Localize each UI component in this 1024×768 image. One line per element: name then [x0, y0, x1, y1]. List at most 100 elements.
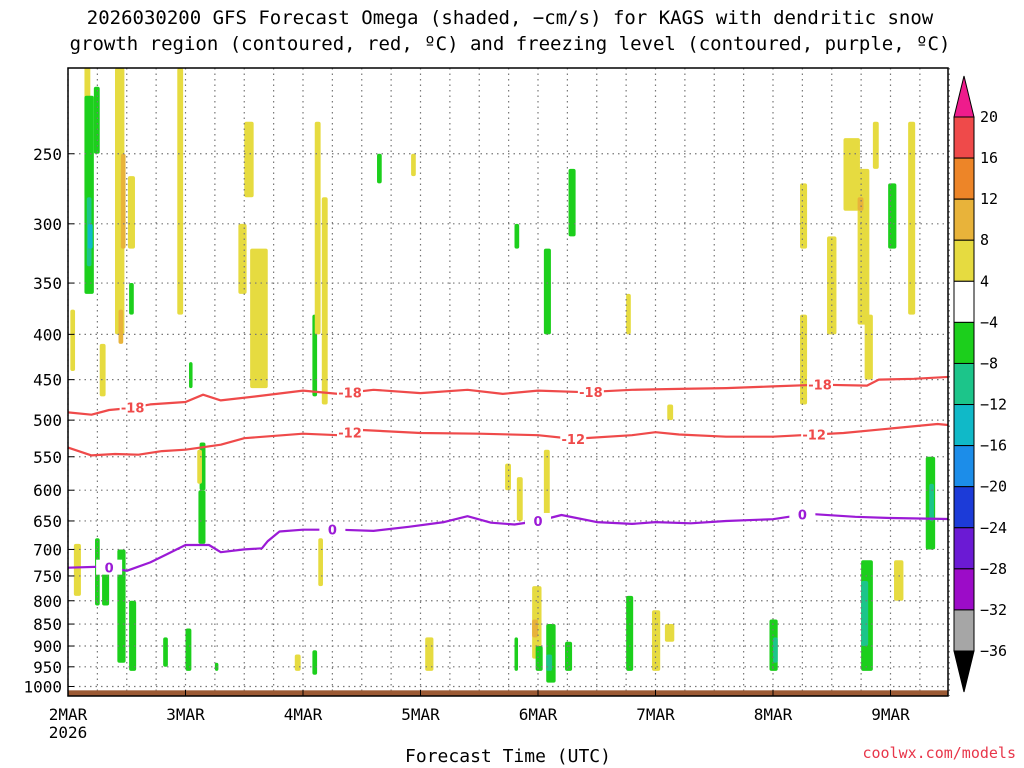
dgz-top-minus18-label-bg-3: [807, 376, 833, 392]
omega-cell-24: [238, 223, 247, 294]
freezing-level-0-label-1: 0: [328, 524, 337, 539]
colorbar-swatch-6: [953, 321, 975, 364]
omega-cell-62: [857, 197, 864, 211]
omega-cell-64: [872, 121, 879, 169]
credit-text: coolwx.com/models: [862, 744, 1016, 762]
y-tick-label-450: 450: [33, 371, 62, 390]
y-tick-label-500: 500: [33, 411, 62, 430]
omega-cell-20: [189, 362, 193, 389]
dgz-top-minus18-label-2: -18: [579, 386, 603, 401]
colorbar-label-0: 20: [980, 108, 998, 126]
omega-cell-41: [543, 248, 551, 335]
colorbar-swatch-5: [953, 280, 975, 323]
dgz-top-minus18-label-bg-0: [119, 399, 146, 415]
omega-cell-25: [250, 248, 268, 389]
colorbar-label-11: −28: [980, 560, 1007, 578]
colorbar: 20 16 12 8 4 −4 −8 −12 −16 −20 −24 −28 −32 −36: [953, 75, 1007, 693]
omega-cell-30: [294, 654, 301, 671]
omega-cell-51: [626, 595, 634, 671]
dgz-bottom-minus12-label-bg-2: [801, 426, 828, 442]
x-tick-label-4MAR: 4MAR: [284, 705, 323, 724]
colorbar-swatch-13: [953, 609, 975, 652]
x-tick-label-2MAR: 2MAR: [49, 705, 88, 724]
y-tick-label-650: 650: [33, 512, 62, 531]
omega-cell-18: [177, 68, 184, 315]
colorbar-label-6: −8: [980, 354, 998, 372]
omega-cell-49: [568, 168, 576, 237]
colorbar-swatch-3: [953, 198, 975, 241]
omega-cell-67: [861, 581, 869, 647]
omega-cell-17: [163, 637, 168, 667]
omega-cell-59: [827, 236, 837, 335]
omega-cell-63: [864, 314, 873, 380]
dgz-bottom-minus12-line: [68, 422, 948, 457]
y-tick-label-400: 400: [33, 325, 62, 344]
y-tick-label-350: 350: [33, 274, 62, 293]
y-tick-label-850: 850: [33, 615, 62, 634]
omega-shading: [70, 68, 936, 683]
y-tick-label-600: 600: [33, 481, 62, 500]
y-tick-label-700: 700: [33, 540, 62, 559]
omega-cell-37: [505, 463, 511, 491]
colorbar-swatch-10: [953, 486, 975, 529]
omega-cell-21: [198, 490, 206, 544]
omega-cell-12: [118, 309, 124, 344]
x-tick-label-9MAR: 9MAR: [871, 705, 910, 724]
colorbar-label-4: 4: [980, 272, 989, 290]
dgz-top-minus18-label-3: -18: [808, 379, 832, 394]
freezing-level-0-label-bg-3: [789, 506, 816, 522]
dgz-top-minus18-label-0: -18: [121, 401, 145, 416]
y-tick-label-550: 550: [33, 448, 62, 467]
omega-cell-34: [377, 153, 382, 184]
omega-cell-11: [120, 153, 126, 249]
freezing-level-0-label-bg-0: [96, 559, 123, 575]
title: 2026030200 GFS Forecast Omega (shaded, −…: [70, 7, 951, 55]
omega-cell-72: [929, 483, 934, 521]
omega-cell-54: [667, 404, 674, 421]
omega-cell-14: [129, 283, 134, 315]
omega-cell-19: [185, 628, 192, 671]
omega-cell-47: [546, 654, 553, 671]
y-tick-label-950: 950: [33, 658, 62, 677]
colorbar-label-3: 8: [980, 231, 989, 249]
colorbar-swatch-11: [953, 527, 975, 570]
dgz-top-minus18-label-bg-1: [337, 384, 363, 400]
omega-cell-61: [857, 168, 870, 325]
colorbar-label-5: −4: [980, 313, 998, 331]
omega-cell-57: [800, 183, 808, 249]
x-tick-label-3MAR: 3MAR: [166, 705, 205, 724]
freezing-level-0-label-bg-1: [319, 521, 346, 537]
omega-cell-27: [197, 449, 202, 484]
omega-cell-60: [843, 138, 860, 211]
x-tick-sublabel-year: 2026: [49, 723, 88, 742]
freezing-level-0-label-3: 0: [798, 509, 807, 524]
x-tick-label-5MAR: 5MAR: [401, 705, 440, 724]
omega-cell-29: [312, 650, 318, 675]
colorbar-swatch-9: [953, 445, 975, 488]
omega-cell-53: [664, 624, 675, 642]
y-tick-label-1000: 1000: [23, 678, 62, 697]
omega-cell-13: [127, 176, 135, 249]
dgz-top-minus18-label-1: -18: [338, 387, 362, 402]
title-line-1: 2026030200 GFS Forecast Omega (shaded, −…: [87, 7, 934, 29]
y-tick-label-750: 750: [33, 567, 62, 586]
omega-cell-68: [908, 121, 916, 315]
colorbar-swatch-2: [953, 157, 975, 200]
omega-cell-5: [87, 223, 93, 249]
colorbar-label-9: −20: [980, 478, 1007, 496]
omega-cell-35: [425, 637, 434, 671]
omega-cell-65: [888, 183, 897, 249]
colorbar-swatch-8: [953, 404, 975, 447]
omega-cell-39: [514, 637, 519, 671]
omega-cell-8: [99, 343, 106, 397]
omega-cell-48: [565, 641, 573, 671]
colorbar-bottom-arrow: [953, 650, 975, 693]
contours: -18 -18 -18 -18 -12 -12 -12 0 0 0 0: [68, 375, 948, 577]
colorbar-label-13: −36: [980, 642, 1007, 660]
dgz-bottom-minus12-label-0: -12: [338, 427, 362, 442]
y-axis: 250 300 350 400 450 500 550 600 650 700 750 800 850 9…: [23, 145, 74, 697]
title-line-2: growth region (contoured, red, ºC) and f…: [70, 33, 951, 55]
omega-cell-36: [411, 153, 416, 177]
plot-frame: [67, 67, 949, 697]
